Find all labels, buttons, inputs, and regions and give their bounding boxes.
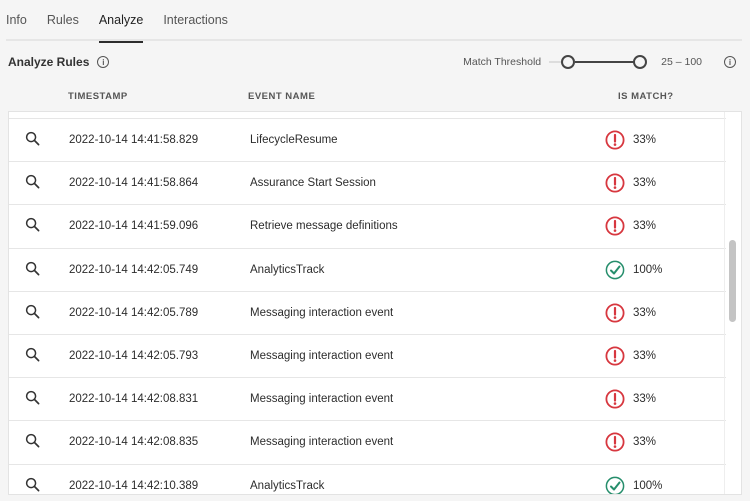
column-header-timestamp[interactable]: TIMESTAMP [68,91,128,102]
search-icon[interactable] [25,477,40,494]
alert-circle-icon [605,346,625,366]
timestamp-cell: 2022-10-14 14:42:05.749 [69,263,199,276]
table-row[interactable]: 2022-10-14 14:42:05.789 Messaging intera… [9,290,726,334]
search-icon[interactable] [25,217,40,235]
search-icon[interactable] [25,433,40,451]
alert-circle-icon [605,130,625,150]
alert-circle-icon [605,432,625,452]
events-table: 2022-10-14 14:41:58.829 LifecycleResume … [8,111,742,495]
match-percent: 33% [633,393,657,406]
tab-info[interactable]: Info [6,13,27,27]
scrollbar-thumb[interactable] [729,240,736,322]
table-row[interactable]: 2022-10-14 14:42:05.749 AnalyticsTrack 1… [9,247,726,291]
slider-min-handle[interactable] [561,55,576,69]
match-cell: 33% [605,216,656,236]
info-icon[interactable]: i [724,56,736,68]
match-threshold: Match Threshold 25 – 100 i [463,55,736,69]
match-cell: 100% [605,260,662,280]
event-name-cell: AnalyticsTrack [250,479,325,492]
slider-fill [575,61,646,63]
table-row[interactable]: 2022-10-14 14:41:59.096 Retrieve message… [9,204,726,247]
timestamp-cell: 2022-10-14 14:42:05.789 [69,306,199,319]
search-icon[interactable] [25,304,40,322]
column-header-event-name[interactable]: EVENT NAME [248,91,316,102]
scrollbar-track[interactable] [724,112,741,494]
timestamp-cell: 2022-10-14 14:41:58.829 [69,134,199,147]
tab-interactions[interactable]: Interactions [163,13,228,27]
timestamp-cell: 2022-10-14 14:42:05.793 [69,350,199,363]
match-cell: 33% [605,389,656,409]
match-cell: 33% [605,346,656,366]
slider-max-handle[interactable] [633,55,648,69]
search-icon[interactable] [25,174,40,192]
match-cell: 33% [605,173,656,193]
search-icon[interactable] [25,261,40,279]
match-percent: 33% [633,220,657,233]
check-circle-icon [605,476,625,494]
match-percent: 33% [633,177,657,190]
tab-bar: Info Rules Analyze Interactions [6,0,742,43]
timestamp-cell: 2022-10-14 14:41:58.864 [69,177,199,190]
threshold-slider[interactable] [549,55,655,69]
alert-circle-icon [605,303,625,323]
alert-circle-icon [605,173,625,193]
match-percent: 33% [633,350,657,363]
match-cell: 33% [605,303,656,323]
event-name-cell: Messaging interaction event [250,436,394,449]
match-cell: 33% [605,432,656,452]
timestamp-cell: 2022-10-14 14:42:08.831 [69,393,199,406]
table-row[interactable]: 2022-10-14 14:41:58.829 LifecycleResume … [9,118,726,161]
alert-circle-icon [605,216,625,236]
table-row[interactable]: 2022-10-14 14:42:05.793 Messaging intera… [9,333,726,377]
search-icon[interactable] [25,347,40,365]
timestamp-cell: 2022-10-14 14:41:59.096 [69,220,199,233]
event-name-cell: Assurance Start Session [250,177,376,190]
section-title: Analyze Rules [8,55,90,69]
column-header-is-match[interactable]: IS MATCH? [618,91,674,102]
section-header: Analyze Rules i [8,55,110,69]
threshold-value: 25 – 100 [661,56,702,68]
check-circle-icon [605,260,625,280]
slider-rail [549,61,564,63]
event-name-cell: Messaging interaction event [250,350,394,363]
alert-circle-icon [605,389,625,409]
search-icon[interactable] [25,390,40,408]
search-icon[interactable] [25,131,40,149]
info-icon[interactable]: i [97,56,110,68]
match-percent: 100% [633,479,663,492]
threshold-label: Match Threshold [463,56,542,68]
match-cell: 100% [605,476,663,494]
match-percent: 33% [633,306,657,319]
timestamp-cell: 2022-10-14 14:42:08.835 [69,436,199,449]
tab-analyze[interactable]: Analyze [98,0,144,43]
event-name-cell: Retrieve message definitions [250,220,398,233]
timestamp-cell: 2022-10-14 14:42:10.389 [69,479,199,492]
match-cell: 33% [605,130,656,150]
tab-rules[interactable]: Rules [46,13,79,27]
event-name-cell: LifecycleResume [250,134,338,147]
match-percent: 100% [633,263,663,276]
event-name-cell: Messaging interaction event [250,306,394,319]
match-percent: 33% [633,436,657,449]
table-row[interactable]: 2022-10-14 14:41:58.864 Assurance Start … [9,161,726,204]
event-name-cell: AnalyticsTrack [250,263,325,276]
match-percent: 33% [633,134,657,147]
table-row[interactable]: 2022-10-14 14:42:08.835 Messaging intera… [9,420,726,463]
table-row[interactable]: 2022-10-14 14:42:10.389 AnalyticsTrack 1… [9,463,726,494]
event-name-cell: Messaging interaction event [250,393,394,406]
table-row[interactable]: 2022-10-14 14:42:08.831 Messaging intera… [9,377,726,420]
